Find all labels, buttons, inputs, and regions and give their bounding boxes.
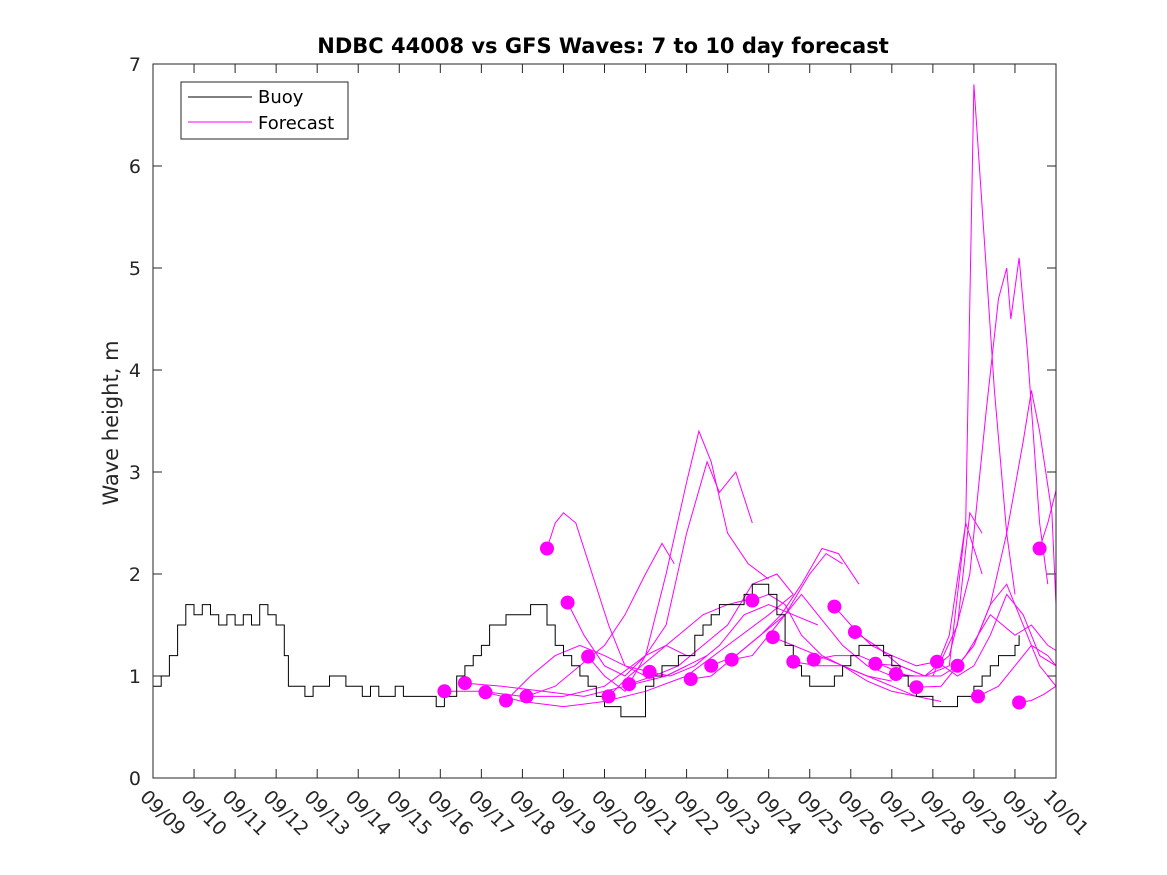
forecast-start-marker	[540, 541, 554, 556]
forecast-start-marker	[909, 680, 924, 695]
forecast-start-markers	[437, 541, 1047, 710]
legend: Buoy Forecast	[180, 81, 349, 140]
y-tick-label: 1	[129, 666, 141, 688]
forecast-start-marker	[724, 652, 739, 667]
forecast-start-marker	[499, 693, 513, 708]
legend-box	[180, 81, 349, 140]
forecast-start-marker	[806, 652, 821, 667]
y-tick-label: 6	[129, 156, 141, 178]
forecast-start-marker	[683, 672, 698, 687]
chart-title: NDBC 44008 vs GFS Waves: 7 to 10 day for…	[317, 34, 888, 58]
y-tick-label: 2	[129, 564, 141, 586]
forecast-line	[895, 390, 1057, 677]
forecast-start-marker	[622, 677, 637, 692]
y-tick-label: 5	[129, 258, 141, 280]
legend-label-buoy: Buoy	[258, 87, 304, 108]
plot-area	[153, 64, 1056, 778]
forecast-start-marker	[457, 676, 472, 691]
forecast-line	[690, 552, 843, 680]
y-tick-label: 3	[129, 462, 141, 484]
forecast-start-marker	[642, 664, 657, 679]
y-axis-title: Wave height, m	[99, 340, 123, 505]
forecast-start-marker	[786, 654, 801, 669]
forecast-start-marker	[971, 689, 985, 704]
y-tick-label: 0	[129, 768, 141, 790]
series-layer	[153, 84, 1057, 718]
forecast-start-marker	[847, 625, 862, 640]
forecast-start-marker	[930, 654, 944, 669]
plot-frame	[152, 63, 1057, 779]
forecast-start-marker	[950, 658, 965, 673]
forecast-start-marker	[868, 656, 883, 671]
forecast-start-marker	[478, 685, 493, 700]
buoy-line	[153, 583, 1020, 718]
forecast-start-marker	[437, 684, 452, 699]
forecast-line	[587, 460, 753, 693]
forecast-line	[628, 573, 794, 685]
forecast-start-marker	[519, 689, 534, 704]
forecast-line	[526, 542, 675, 697]
forecast-start-marker	[765, 630, 780, 645]
forecast-line	[916, 614, 1057, 688]
y-axis-ticks: 0 1 2 3 4 5 6 7	[129, 54, 1056, 790]
forecast-start-marker	[1012, 695, 1027, 710]
forecast-start-marker	[704, 658, 719, 673]
forecast-start-marker	[827, 599, 842, 614]
y-tick-label: 4	[129, 360, 141, 382]
forecast-line	[731, 593, 892, 677]
forecast-line	[977, 644, 1057, 697]
forecast-start-marker	[745, 593, 760, 608]
forecast-start-marker	[581, 649, 596, 664]
forecast-start-marker	[888, 667, 903, 681]
forecast-line	[957, 583, 1057, 687]
y-tick-label: 7	[129, 54, 141, 76]
forecast-start-marker	[560, 595, 575, 610]
forecast-line	[711, 547, 860, 667]
forecast-line	[567, 429, 769, 677]
forecast-start-marker	[601, 689, 616, 704]
forecast-start-marker	[1032, 541, 1047, 556]
forecast-line	[1039, 490, 1057, 549]
legend-label-forecast: Forecast	[258, 113, 334, 134]
